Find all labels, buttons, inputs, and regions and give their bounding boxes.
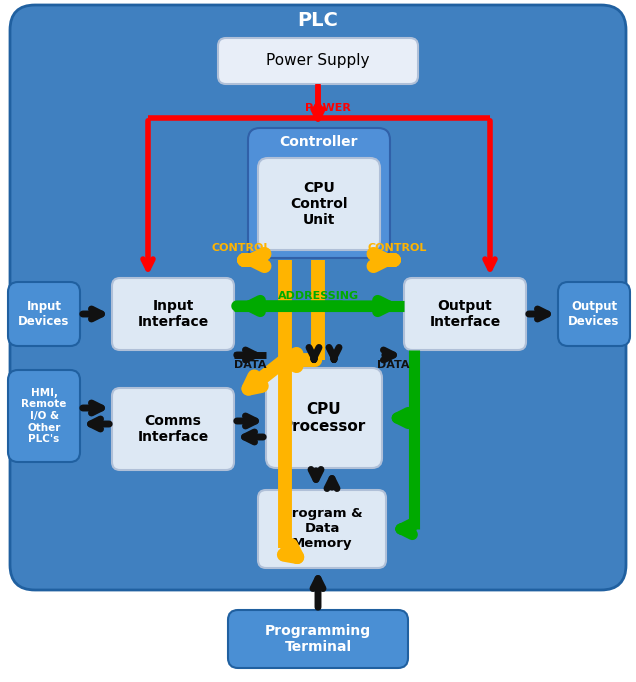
FancyBboxPatch shape	[258, 158, 380, 250]
Text: PLC: PLC	[298, 12, 338, 31]
Text: DATA: DATA	[377, 360, 409, 370]
FancyBboxPatch shape	[8, 282, 80, 346]
FancyBboxPatch shape	[248, 128, 390, 258]
Text: Program &
Data
Memory: Program & Data Memory	[282, 507, 363, 550]
FancyBboxPatch shape	[112, 388, 234, 470]
FancyBboxPatch shape	[404, 278, 526, 350]
FancyBboxPatch shape	[10, 5, 626, 590]
Text: Input
Interface: Input Interface	[137, 299, 209, 329]
Text: POWER: POWER	[305, 103, 351, 113]
Text: CONTROL: CONTROL	[368, 243, 427, 253]
Text: DATA: DATA	[234, 360, 266, 370]
Text: Controller: Controller	[280, 135, 358, 149]
FancyBboxPatch shape	[558, 282, 630, 346]
FancyBboxPatch shape	[258, 490, 386, 568]
Text: Comms
Interface: Comms Interface	[137, 414, 209, 444]
Text: CPU
Processor: CPU Processor	[282, 402, 366, 434]
Text: Programming
Terminal: Programming Terminal	[265, 624, 371, 654]
Text: Output
Devices: Output Devices	[569, 300, 619, 328]
FancyBboxPatch shape	[112, 278, 234, 350]
FancyBboxPatch shape	[228, 610, 408, 668]
Text: ADDRESSING: ADDRESSING	[279, 291, 359, 301]
Text: HMI,
Remote
I/O &
Other
PLC's: HMI, Remote I/O & Other PLC's	[22, 388, 67, 444]
Text: Power Supply: Power Supply	[266, 53, 370, 68]
Text: CONTROL: CONTROL	[211, 243, 271, 253]
FancyBboxPatch shape	[8, 370, 80, 462]
FancyBboxPatch shape	[266, 368, 382, 468]
FancyBboxPatch shape	[218, 38, 418, 84]
Text: CPU
Control
Unit: CPU Control Unit	[290, 181, 348, 227]
Text: Output
Interface: Output Interface	[429, 299, 501, 329]
Text: Input
Devices: Input Devices	[18, 300, 70, 328]
